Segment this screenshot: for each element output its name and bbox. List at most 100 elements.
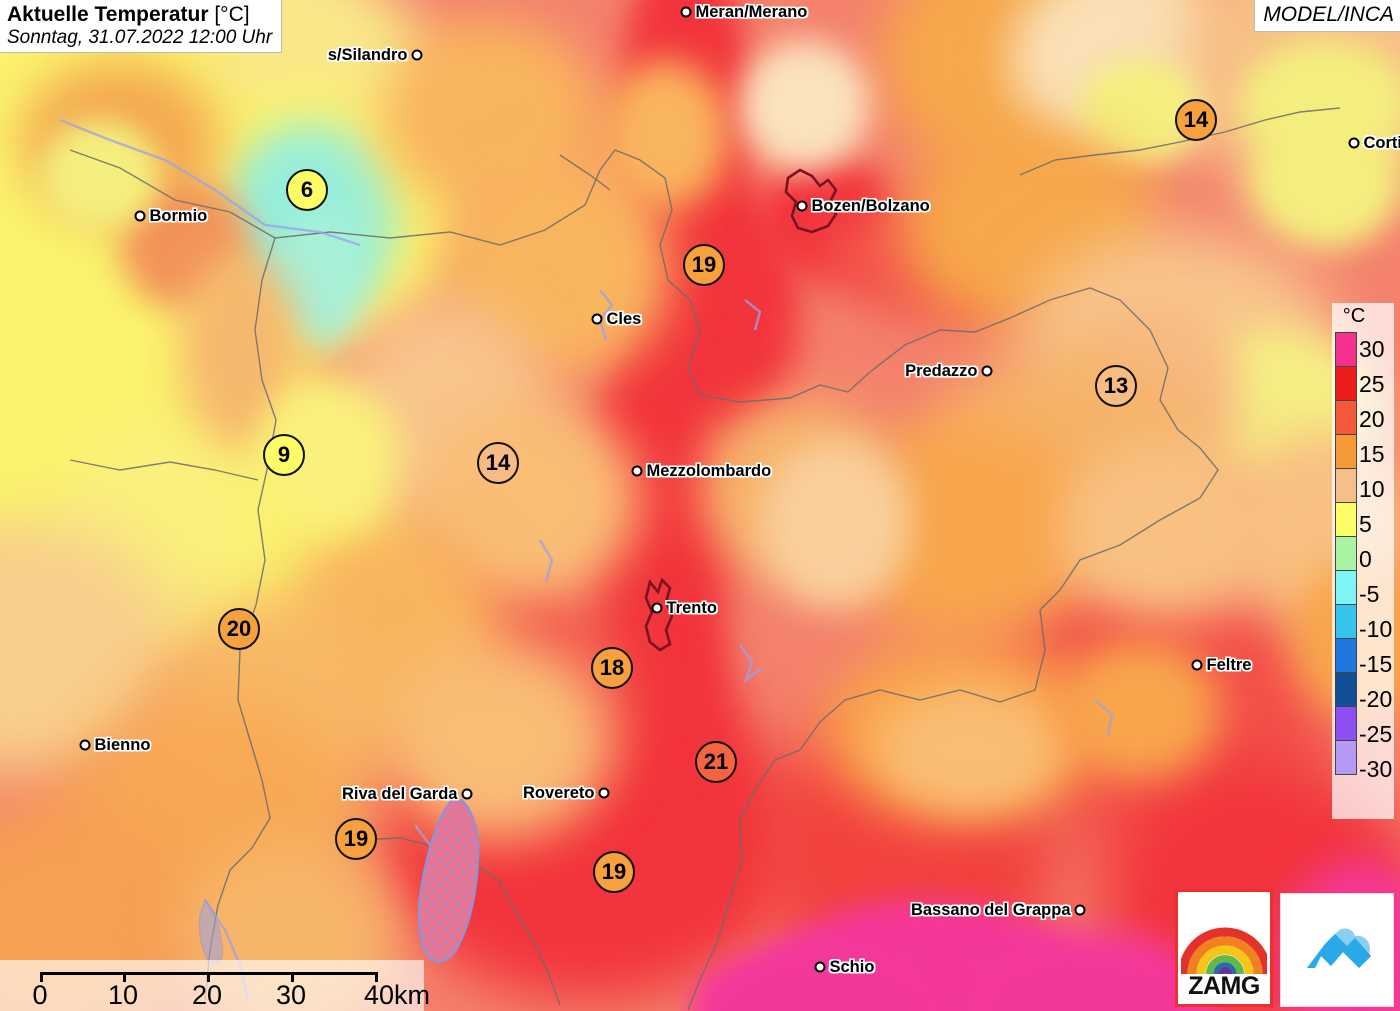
colorbar-tick-label: 15 (1359, 441, 1385, 467)
city-dot-icon (651, 602, 663, 614)
colorbar-swatch (1335, 740, 1357, 775)
scale-bar-tick-label: 0 (32, 980, 48, 1010)
city-label: Predazzo (905, 361, 978, 380)
city-marker: Riva del Garda (342, 785, 473, 803)
colorbar-tick-label: 30 (1359, 336, 1385, 362)
colorbar-tick-label: 10 (1359, 476, 1385, 502)
station-temperature-marker: 21 (695, 741, 737, 783)
city-marker: Mezzolombardo (631, 462, 771, 480)
station-temperature-marker: 19 (593, 851, 635, 893)
colorbar-tick-label: 25 (1359, 371, 1385, 397)
city-label: Bienno (94, 735, 151, 754)
title-unit: [°C] (214, 3, 250, 26)
city-marker: s/Silandro (328, 46, 423, 64)
city-marker: Meran/Merano (680, 3, 807, 21)
scale-bar-tick-label: 40km (363, 980, 431, 1010)
city-marker: Bozen/Bolzano (796, 197, 930, 215)
city-label: Cortina (1363, 133, 1400, 152)
colorbar-tick-label: -15 (1359, 651, 1393, 677)
city-label: Trento (666, 598, 717, 617)
colorbar-tick-label: -25 (1359, 721, 1393, 747)
city-label: Bormio (149, 206, 208, 225)
city-dot-icon (796, 200, 808, 212)
title-main: Aktuelle Temperatur (7, 3, 209, 26)
city-label: Rovereto (522, 783, 595, 802)
logo-group: ZAMG (1175, 889, 1394, 1007)
city-dot-icon (1348, 137, 1360, 149)
border-lines (69, 107, 1341, 1011)
station-temperature-marker: 18 (591, 647, 633, 689)
colorbar-swatch (1335, 570, 1357, 605)
city-dot-icon (598, 787, 610, 799)
rainbow-icon (1181, 896, 1267, 974)
colorbar-swatch (1335, 502, 1357, 537)
title-timestamp: Sonntag, 31.07.2022 12:00 Uhr (7, 26, 273, 48)
city-dot-icon (1074, 904, 1086, 916)
city-label: Schio (829, 957, 875, 976)
city-dot-icon (79, 739, 91, 751)
colorbar-tick-label: -30 (1359, 756, 1393, 782)
model-label: MODEL/INCA (1254, 0, 1400, 32)
colorbar-swatch (1335, 434, 1357, 469)
station-temperature-marker: 19 (335, 818, 377, 860)
colorbar-tick-label: -5 (1359, 581, 1380, 607)
city-dot-icon (631, 465, 643, 477)
scale-bar-rule (40, 972, 378, 982)
city-label: Cles (606, 309, 642, 328)
scale-bar-tick-label: 10 (107, 980, 139, 1010)
city-dot-icon (134, 210, 146, 222)
scale-bar: 0 10 20 30 40km (0, 960, 430, 1011)
colorbar-swatch (1335, 366, 1357, 401)
colorbar-ticks: 30 25 20 15 10 5 0 -5 -10 -15 -20 -25 -30 (1359, 332, 1392, 787)
station-temperature-marker: 14 (1175, 99, 1217, 141)
title-box: Aktuelle Temperatur [°C] Sonntag, 31.07.… (0, 0, 283, 53)
city-marker: Feltre (1191, 656, 1251, 674)
colorbar-swatch (1335, 672, 1357, 707)
scale-bar-tick-label: 20 (191, 980, 223, 1010)
city-label: Feltre (1206, 655, 1252, 674)
mountain-cloud-icon (1307, 928, 1371, 968)
city-label: Bassano del Grappa (910, 900, 1071, 919)
city-dot-icon (1191, 659, 1203, 671)
lake-shapes (198, 799, 480, 965)
colorbar-tick-label: -10 (1359, 616, 1393, 642)
zamg-logo: ZAMG (1175, 889, 1273, 1007)
scale-bar-tick-label: 30 (275, 980, 307, 1010)
station-temperature-marker: 19 (683, 244, 725, 286)
urban-outlines (644, 168, 838, 652)
zamg-wordmark: ZAMG (1188, 972, 1260, 1000)
colorbar-unit: °C (1342, 305, 1366, 327)
page-title: Aktuelle Temperatur [°C] (7, 3, 272, 27)
station-temperature-marker: 13 (1095, 365, 1137, 407)
city-marker: Rovereto (523, 784, 610, 802)
city-marker: Schio (814, 958, 874, 976)
geosphere-logo (1280, 893, 1394, 1007)
colorbar-tick-label: 0 (1359, 546, 1372, 572)
colorbar-swatch (1335, 332, 1357, 367)
city-marker: Bassano del Grappa (911, 901, 1086, 919)
city-marker: Trento (651, 599, 717, 617)
city-dot-icon (814, 961, 826, 973)
city-label: Meran/Merano (695, 2, 808, 21)
colorbar-tick-label: -20 (1359, 686, 1393, 712)
city-dot-icon (981, 365, 993, 377)
city-dot-icon (591, 313, 603, 325)
colorbar-swatch (1335, 468, 1357, 503)
colorbar-tick-label: 5 (1359, 511, 1372, 537)
city-marker: Bormio (134, 207, 207, 225)
city-dot-icon (680, 6, 692, 18)
colorbar-swatch (1335, 706, 1357, 741)
city-marker: Cles (591, 310, 641, 328)
city-dot-icon (411, 49, 423, 61)
colorbar-swatch (1335, 604, 1357, 639)
city-label: Mezzolombardo (646, 461, 772, 480)
city-marker: Predazzo (905, 362, 993, 380)
station-temperature-marker: 20 (218, 608, 260, 650)
city-label: Bozen/Bolzano (811, 196, 930, 215)
colorbar-swatch (1335, 536, 1357, 571)
colorbar-swatch (1335, 400, 1357, 435)
city-dot-icon (461, 788, 473, 800)
